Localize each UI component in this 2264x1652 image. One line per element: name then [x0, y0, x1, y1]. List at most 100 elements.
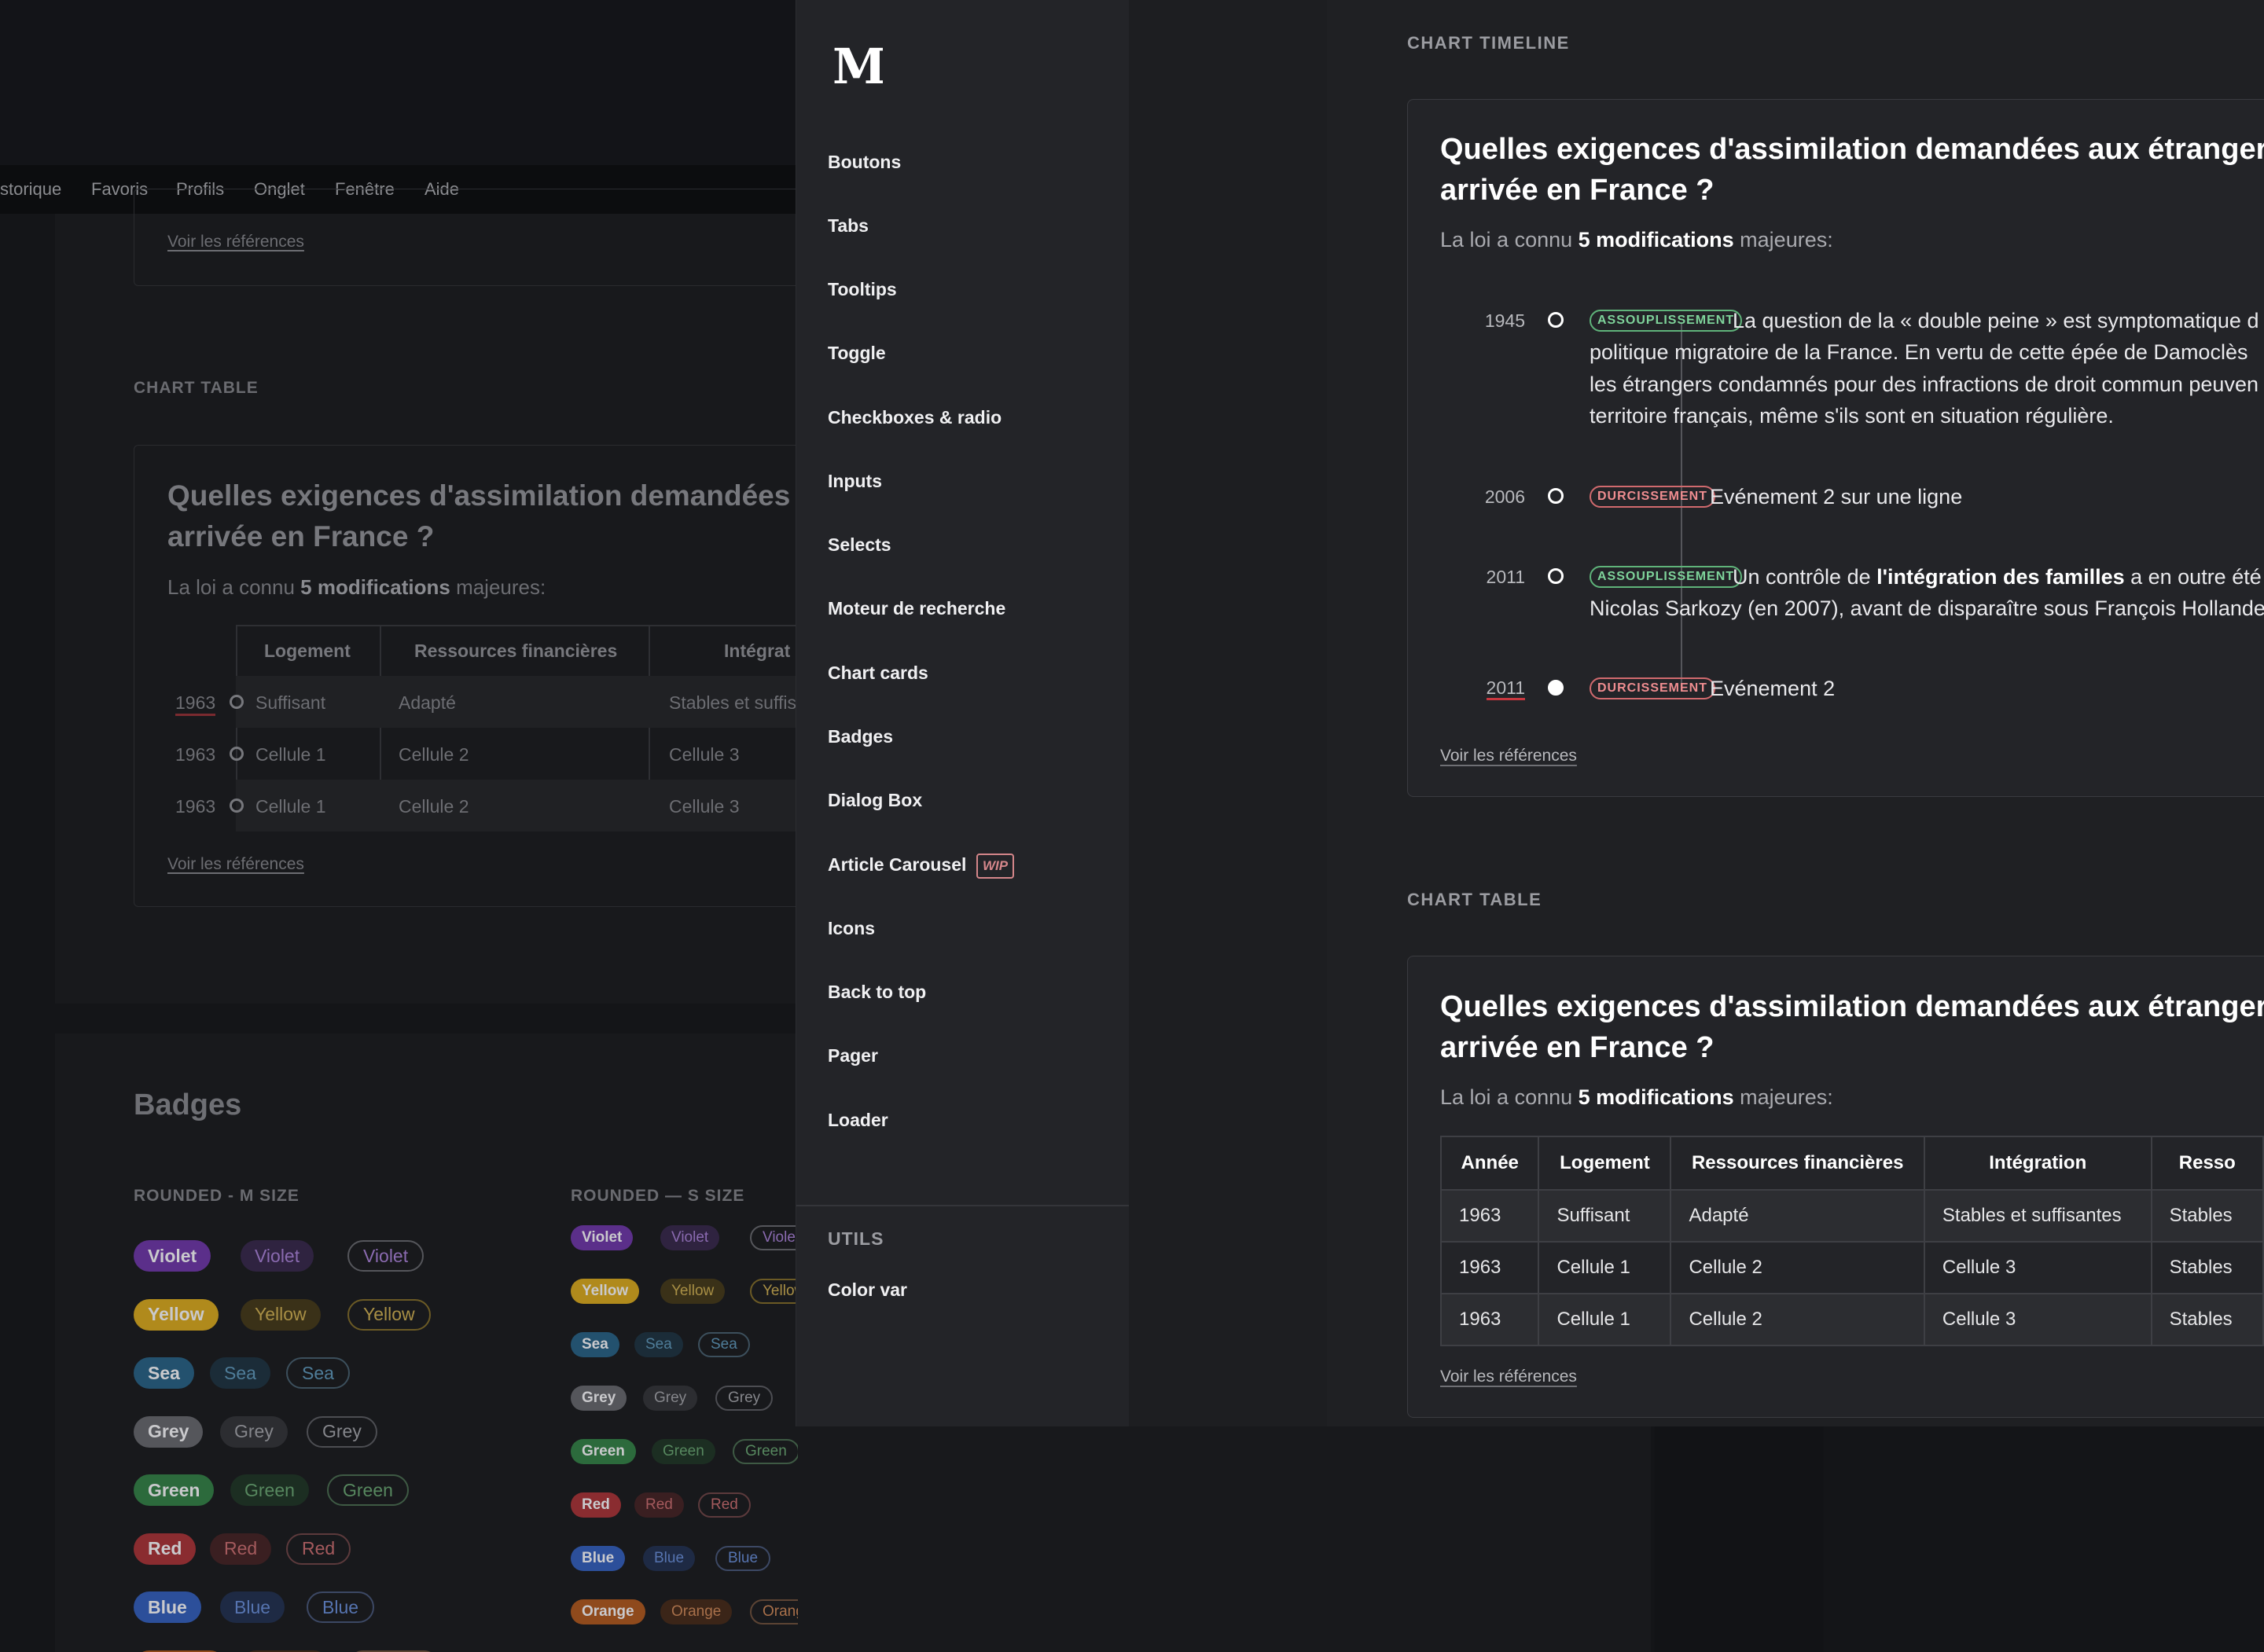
wip-badge: WIP	[976, 854, 1015, 879]
timeline-event-text: politique migratoire de la France. En ve…	[1590, 340, 2248, 364]
nav-item-dialog-box[interactable]: Dialog Box	[828, 790, 923, 810]
table-references-link[interactable]: Voir les références	[1440, 1367, 1577, 1386]
badge-violet-solid-m: Violet	[134, 1240, 211, 1272]
badge-grey-solid-m: Grey	[134, 1415, 204, 1448]
nav-item-inputs[interactable]: Inputs	[828, 471, 882, 491]
badge-sea-outline-s: Sea	[698, 1332, 750, 1357]
nav-item-checkboxes-radio[interactable]: Checkboxes & radio	[828, 407, 1002, 428]
logo-glyph: M	[832, 38, 883, 93]
timeline-references-link[interactable]: Voir les références	[1440, 747, 1577, 765]
table-cell: Cellule 2	[1670, 1293, 1925, 1346]
badge-yellow-outline-m: Yellow	[347, 1298, 431, 1331]
badge-orange-outline-s: Orange	[750, 1599, 798, 1624]
background-table-header: Ressources financières	[414, 641, 618, 661]
table-cell: Cellule 3	[1923, 1293, 2152, 1346]
nav-item-color-var[interactable]: Color var	[828, 1279, 907, 1300]
sidebar-divider	[796, 1205, 1130, 1206]
background-table-rule	[236, 625, 237, 831]
timeline-dot[interactable]	[1548, 568, 1564, 584]
badge-sea-solid-s: Sea	[571, 1332, 619, 1357]
nav-item-badges[interactable]: Badges	[828, 726, 894, 747]
background-titlebar	[0, 0, 798, 165]
table-cell: 1963	[1440, 1293, 1540, 1346]
background-ref-link[interactable]: Voir les références	[167, 233, 304, 251]
background-subtitle: La loi a connu 5 modifications majeures:	[167, 575, 546, 599]
badge-red-soft-s: Red	[634, 1492, 684, 1518]
badges-m-label: ROUNDED - M SIZE	[134, 1187, 300, 1205]
background-cell: Cellule 1	[255, 744, 326, 765]
badge-sea-solid-m: Sea	[134, 1357, 194, 1389]
table-cell: Cellule 1	[1538, 1241, 1672, 1294]
timeline-question-line2: arrivée en France ?	[1440, 174, 1715, 207]
badge-grey-outline-m: Grey	[307, 1415, 377, 1448]
tag-durcissement: DURCISSEMENT	[1590, 486, 1716, 508]
background-table-row-bg	[236, 780, 810, 832]
background-row-year: 1963	[175, 796, 216, 817]
timeline-year: 2006	[1484, 486, 1525, 507]
nav-item-loader[interactable]: Loader	[828, 1110, 888, 1130]
timeline-year-selected: 2011	[1454, 677, 1525, 700]
table-subtitle: La loi a connu 5 modifications majeures:	[1440, 1085, 1833, 1109]
table-row: 1963 Suffisant Adapté Stables et suffisa…	[1440, 1189, 2264, 1243]
nav-item-article-carousel[interactable]: Article Carousel	[828, 854, 967, 875]
badge-violet-soft-s: Violet	[660, 1225, 720, 1250]
badge-green-soft-s: Green	[652, 1439, 715, 1464]
background-badges-title: Badges	[134, 1088, 242, 1122]
nav-item-tabs[interactable]: Tabs	[828, 215, 869, 236]
badge-sea-soft-m: Sea	[210, 1357, 270, 1389]
timeline-event-text: territoire français, même s'ils sont en …	[1590, 404, 2114, 428]
nav-item-moteur-de-recherche[interactable]: Moteur de recherche	[828, 598, 1006, 619]
background-row-dot	[230, 747, 244, 761]
table-question-line1: Quelles exigences d'assimilation demandé…	[1440, 990, 2264, 1023]
badge-red-solid-m: Red	[134, 1533, 197, 1565]
timeline-dot[interactable]	[1548, 488, 1564, 504]
nav-item-pager[interactable]: Pager	[828, 1045, 878, 1066]
menu-history[interactable]: storique	[0, 179, 62, 199]
badge-blue-solid-s: Blue	[571, 1546, 626, 1571]
badge-violet-soft-m: Violet	[241, 1240, 314, 1272]
le-monde-logo[interactable]: M	[828, 38, 883, 93]
background-row-dot	[230, 695, 244, 709]
timeline-year: 1945	[1484, 310, 1525, 331]
data-table: Année Logement Ressources financières In…	[1440, 1136, 2264, 1346]
timeline-year: 2011	[1486, 567, 1525, 587]
chart-table-label: CHART TABLE	[1407, 890, 1542, 909]
table-cell: Cellule 2	[1670, 1241, 1925, 1294]
table-header: Resso	[2150, 1136, 2264, 1191]
background-edge	[1655, 1426, 1824, 1652]
badge-blue-soft-s: Blue	[643, 1546, 696, 1571]
background-cell: Cellule 2	[399, 796, 469, 817]
timeline-event-text: La question de la « double peine » est s…	[1733, 309, 2259, 332]
badge-blue-soft-m: Blue	[220, 1591, 285, 1623]
table-header: Année	[1440, 1136, 1540, 1191]
timeline-event-text: Evénement 2	[1710, 677, 1836, 700]
background-table-header: Logement	[264, 641, 351, 661]
badge-red-solid-s: Red	[571, 1492, 621, 1518]
background-cell: Stables et suffis	[669, 692, 796, 713]
badge-green-soft-m: Green	[230, 1474, 309, 1506]
table-header: Logement	[1538, 1136, 1672, 1191]
background-cell: Suffisant	[255, 692, 326, 713]
nav-item-selects[interactable]: Selects	[828, 534, 891, 555]
tag-assouplissement: ASSOUPLISSEMENT	[1590, 566, 1743, 588]
nav-item-boutons[interactable]: Boutons	[828, 152, 902, 172]
background-ref-link[interactable]: Voir les références	[167, 855, 304, 873]
badge-green-solid-m: Green	[134, 1474, 215, 1506]
nav-item-tooltips[interactable]: Tooltips	[828, 279, 897, 299]
table-question-line2: arrivée en France ?	[1440, 1031, 1715, 1064]
nav-item-back-to-top[interactable]: Back to top	[828, 982, 927, 1002]
nav-item-chart-cards[interactable]: Chart cards	[828, 663, 928, 683]
badge-yellow-soft-s: Yellow	[660, 1279, 726, 1304]
badge-grey-soft-m: Grey	[220, 1415, 288, 1448]
badge-red-outline-m: Red	[286, 1533, 351, 1565]
timeline-dot-active[interactable]	[1548, 680, 1564, 696]
nav-item-toggle[interactable]: Toggle	[828, 343, 886, 363]
table-row: 1963 Cellule 1 Cellule 2 Cellule 3 Stabl…	[1440, 1241, 2264, 1294]
background-table-row-bg	[236, 676, 810, 728]
timeline-dot[interactable]	[1548, 312, 1564, 328]
table-header-row: Année Logement Ressources financières In…	[1440, 1136, 2264, 1191]
background-table-rule	[649, 625, 650, 831]
table-cell: Suffisant	[1538, 1189, 1672, 1243]
nav-item-icons[interactable]: Icons	[828, 918, 876, 938]
table-header: Intégration	[1923, 1136, 2152, 1191]
